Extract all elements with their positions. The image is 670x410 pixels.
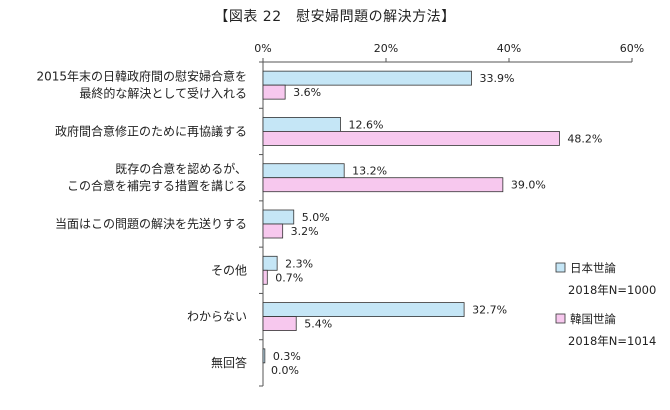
- bar-japan: [262, 70, 472, 86]
- bar-korea: [262, 316, 297, 331]
- bar-korea: [262, 223, 284, 239]
- bar-korea: [262, 177, 504, 193]
- data-label: 39.0%: [511, 179, 546, 192]
- category-label: 無回答: [211, 355, 247, 370]
- data-label: 13.2%: [352, 165, 387, 178]
- legend-swatch: [555, 313, 566, 324]
- bar-korea: [262, 131, 560, 146]
- bar-japan: [262, 163, 345, 179]
- x-tick-label: 40%: [497, 42, 521, 55]
- legend-name: 韓国世論: [570, 312, 616, 326]
- bar-korea: [262, 269, 268, 285]
- bar-japan: [262, 117, 341, 132]
- category-label: その他: [211, 263, 247, 277]
- category-label: 当面はこの問題の解決を先送りする: [55, 216, 247, 231]
- bar-japan: [262, 209, 295, 225]
- legend-sample: 2018年N=1000: [568, 283, 656, 297]
- data-label: 5.0%: [302, 211, 330, 224]
- data-label: 2.3%: [285, 257, 313, 270]
- x-tick-label: 20%: [374, 42, 398, 55]
- data-label: 0.3%: [273, 350, 301, 363]
- legend-name: 日本世論: [570, 261, 616, 275]
- data-label: 5.4%: [304, 318, 332, 331]
- data-label: 3.2%: [291, 225, 319, 238]
- data-label: 48.2%: [567, 132, 602, 145]
- category-label: わからない: [187, 310, 247, 324]
- x-tick-label: 0%: [254, 42, 271, 55]
- category-label: 2015年末の日韓政府間の慰安婦合意を: [36, 69, 247, 84]
- category-label: 既存の合意を認めるが、: [115, 161, 247, 176]
- legend-sample: 2018年N=1014: [568, 334, 656, 348]
- chart-title: 【図表 22 慰安婦問題の解決方法】: [214, 9, 456, 25]
- legend-swatch: [555, 262, 566, 273]
- category-label: この合意を補完する措置を講じる: [67, 178, 247, 193]
- data-label: 12.6%: [348, 118, 383, 131]
- category-label: 政府間合意修正のために再協議する: [55, 123, 247, 138]
- data-label: 32.7%: [472, 304, 507, 317]
- bar-korea: [262, 84, 286, 100]
- data-label: 3.6%: [293, 86, 321, 99]
- category-label: 最終的な解決として受け入れる: [79, 86, 247, 101]
- bar-japan: [262, 255, 278, 271]
- data-label: 0.7%: [275, 271, 303, 284]
- x-tick-label: 60%: [620, 42, 644, 55]
- bar-japan: [262, 348, 266, 364]
- bar-japan: [262, 302, 465, 317]
- data-label: 33.9%: [479, 72, 514, 85]
- data-label: 0.0%: [271, 364, 299, 377]
